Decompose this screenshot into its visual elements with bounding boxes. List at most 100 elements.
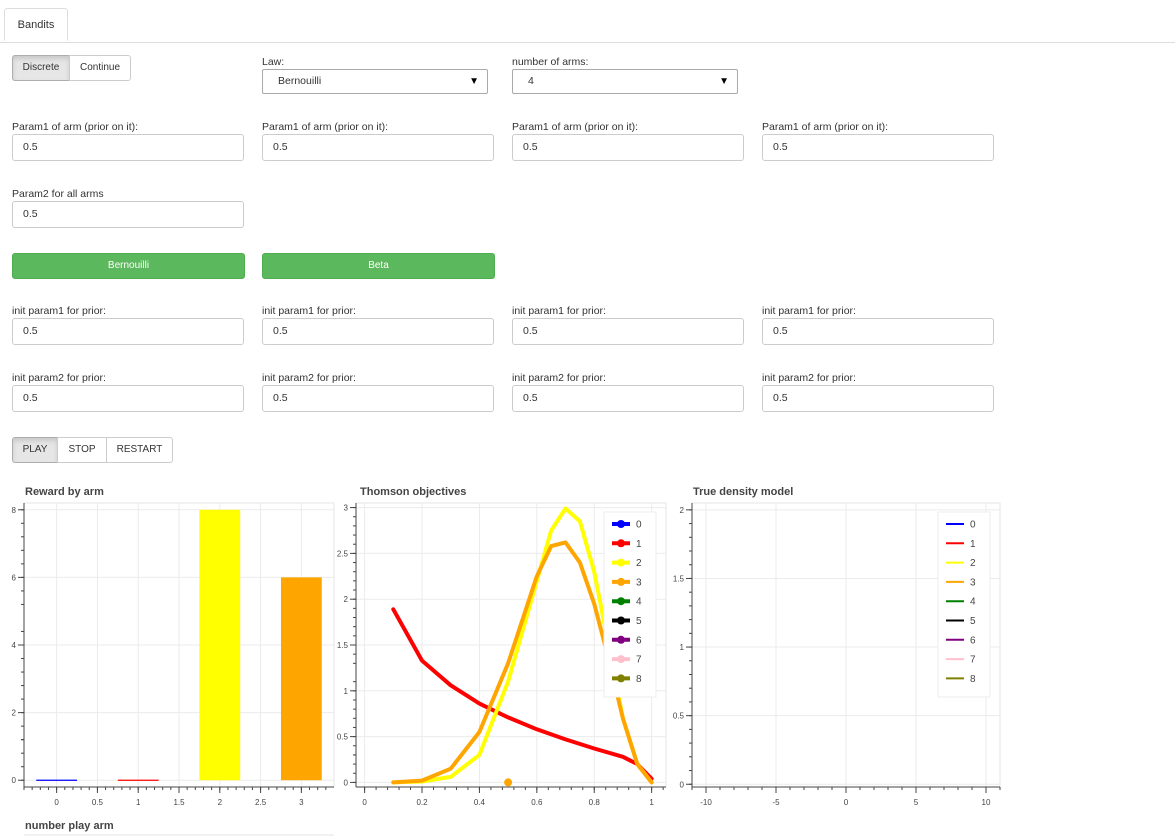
legend-label: 5: [636, 616, 642, 627]
x-tick-label: 1: [136, 798, 141, 807]
arms-select[interactable]: 4 ▼: [512, 69, 738, 94]
init-param1-label: init param1 for prior:: [262, 305, 356, 317]
series-line-1: [391, 607, 654, 781]
reward-chart-title: Reward by arm: [25, 486, 104, 498]
init-param1-arm-2-input[interactable]: 0.5: [512, 318, 744, 345]
legend-label: 1: [636, 539, 642, 550]
param1-label: Param1 of arm (prior on it):: [12, 121, 139, 133]
discrete-button[interactable]: Discrete: [12, 55, 70, 81]
x-tick-label: 0: [362, 798, 367, 807]
x-tick-label: -10: [700, 798, 712, 807]
legend-marker: [617, 616, 625, 625]
init-param2-label: init param2 for prior:: [512, 372, 606, 384]
x-tick-label: 0: [54, 798, 59, 807]
play-button[interactable]: PLAY: [12, 437, 58, 463]
legend-label: 4: [970, 597, 976, 608]
legend-label: 8: [636, 674, 642, 685]
arms-select-value: 4: [528, 75, 534, 87]
sample-point: [504, 778, 513, 787]
init-param1-arm-3-input[interactable]: 0.5: [762, 318, 994, 345]
y-tick-label: 1.5: [337, 641, 349, 650]
param2-label: Param2 for all arms: [12, 188, 104, 200]
legend-label: 5: [970, 616, 976, 627]
x-tick-label: 1: [649, 798, 654, 807]
series-line-3: [391, 540, 654, 785]
y-tick-label: 8: [12, 506, 17, 515]
thomson-objectives-chart: 0 0.2 0.4 0.6 0.8 1 0 0.5 1 1.5 2 2.5 3 0 1 2 3 4 5 6 7 8: [337, 502, 667, 807]
legend-marker: [617, 635, 625, 644]
init-param2-label: init param2 for prior:: [12, 372, 106, 384]
x-tick-label: 10: [982, 798, 991, 807]
y-tick-label: 0.5: [673, 712, 685, 721]
legend-label: 6: [636, 635, 642, 646]
y-tick-label: 2.5: [337, 549, 349, 558]
bar-arm-3: [280, 577, 322, 781]
legend-label: 6: [970, 635, 976, 646]
reward-by-arm-chart: 0 0.5 1 1.5 2 2.5 3 0 2 4 6 8: [12, 502, 335, 807]
true-density-chart: -10 -5 0 5 10 0 0.5 1 1.5 2 0 1 2 3 4 5 6 7 8: [673, 502, 1001, 807]
law-select-value: Bernouilli: [278, 75, 322, 87]
bar-arm-2: [199, 509, 241, 781]
x-tick-label: 0.8: [589, 798, 601, 807]
legend-box: [603, 511, 657, 698]
beta-button[interactable]: Beta: [262, 253, 495, 279]
chevron-down-icon: ▼: [469, 76, 479, 87]
init-param1-label: init param1 for prior:: [512, 305, 606, 317]
legend-label: 2: [970, 558, 976, 569]
x-tick-label: 2: [218, 798, 223, 807]
init-param1-arm-0-input[interactable]: 0.5: [12, 318, 244, 345]
law-label: Law:: [262, 56, 285, 68]
init-param2-arm-2-input[interactable]: 0.5: [512, 385, 744, 412]
y-tick-label: 4: [12, 641, 17, 650]
number-play-arm-chart: [24, 834, 334, 836]
init-param2-arm-0-input[interactable]: 0.5: [12, 385, 244, 412]
stop-button[interactable]: STOP: [57, 437, 107, 463]
thomson-chart-title: Thomson objectives: [360, 486, 467, 498]
legend-marker: [617, 577, 625, 586]
legend-label: 3: [636, 577, 642, 588]
y-tick-label: 1: [680, 643, 685, 652]
legend-label: 7: [636, 655, 642, 666]
bernouilli-button[interactable]: Bernouilli: [12, 253, 245, 279]
restart-button[interactable]: RESTART: [106, 437, 173, 463]
init-param2-label: init param2 for prior:: [262, 372, 356, 384]
legend-box: [937, 511, 991, 698]
legend-marker: [617, 520, 625, 528]
x-tick-label: 2.5: [255, 798, 267, 807]
y-tick-label: 0: [680, 780, 685, 789]
y-tick-label: 2: [680, 506, 685, 515]
y-tick-label: 0: [12, 776, 17, 785]
legend-label: 0: [970, 520, 976, 531]
tab-bar: Bandits: [0, 0, 1175, 43]
y-tick-label: 3: [344, 504, 349, 513]
y-tick-label: 2: [344, 595, 349, 604]
legend-marker: [617, 655, 625, 664]
param1-arm-1-input[interactable]: 0.5: [262, 134, 494, 161]
legend-label: 3: [970, 577, 976, 588]
param1-label: Param1 of arm (prior on it):: [762, 121, 889, 133]
y-tick-label: 2: [12, 709, 17, 718]
continue-button[interactable]: Continue: [69, 55, 131, 81]
init-param2-arm-1-input[interactable]: 0.5: [262, 385, 494, 412]
arms-label: number of arms:: [512, 56, 589, 68]
param1-arm-3-input[interactable]: 0.5: [762, 134, 994, 161]
init-param2-arm-3-input[interactable]: 0.5: [762, 385, 994, 412]
y-tick-label: 6: [12, 573, 17, 582]
param1-label: Param1 of arm (prior on it):: [512, 121, 639, 133]
param1-arm-2-input[interactable]: 0.5: [512, 134, 744, 161]
x-tick-label: -5: [772, 798, 780, 807]
x-tick-label: 3: [299, 798, 304, 807]
tab-bandits[interactable]: Bandits: [4, 8, 68, 41]
param1-arm-0-input[interactable]: 0.5: [12, 134, 244, 161]
chevron-down-icon: ▼: [719, 76, 729, 87]
init-param2-label: init param2 for prior:: [762, 372, 856, 384]
init-param1-arm-1-input[interactable]: 0.5: [262, 318, 494, 345]
play-count-chart-title: number play arm: [25, 820, 114, 832]
legend-label: 1: [970, 539, 976, 550]
param2-input[interactable]: 0.5: [12, 201, 244, 228]
law-select[interactable]: Bernouilli ▼: [262, 69, 488, 94]
legend-label: 4: [636, 597, 642, 608]
legend-label: 7: [970, 655, 976, 666]
x-tick-label: 0.6: [531, 798, 543, 807]
true-density-chart-title: True density model: [693, 486, 794, 498]
